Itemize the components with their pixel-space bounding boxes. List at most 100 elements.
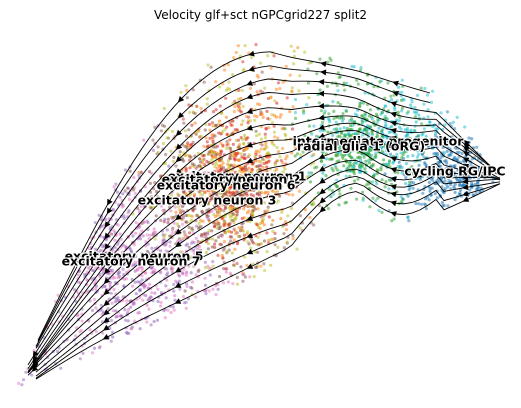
cell-point	[362, 145, 366, 149]
cluster-label: excitatory neuron 6	[157, 178, 296, 193]
cell-point	[417, 163, 421, 167]
cell-point	[360, 138, 364, 142]
cell-point	[289, 186, 293, 190]
cell-point	[182, 198, 186, 202]
cell-point	[327, 118, 332, 122]
cell-point	[225, 125, 229, 129]
cell-point	[427, 180, 431, 184]
cell-point	[219, 243, 224, 247]
streamline	[35, 78, 501, 347]
cell-point	[259, 147, 263, 151]
stream-arrow	[104, 243, 111, 250]
cell-point	[227, 80, 231, 84]
cell-point	[255, 202, 259, 206]
cell-point	[182, 186, 186, 190]
cell-point	[198, 195, 202, 199]
cell-point	[109, 339, 113, 343]
cell-point	[356, 82, 360, 86]
cell-point	[186, 141, 190, 145]
cell-point	[445, 161, 449, 165]
cell-point	[281, 161, 285, 165]
cell-point	[195, 104, 199, 108]
stream-arrow	[103, 317, 110, 324]
cell-point	[368, 125, 372, 129]
cell-point	[273, 231, 277, 235]
cell-point	[234, 153, 238, 157]
cell-point	[121, 256, 126, 261]
cell-point	[299, 179, 303, 183]
cell-point	[389, 130, 393, 134]
cell-point	[278, 87, 282, 91]
cell-point	[390, 219, 394, 223]
cell-point	[138, 327, 142, 331]
cell-point	[187, 103, 191, 107]
cell-point	[174, 164, 178, 168]
cell-point	[271, 218, 275, 222]
cell-point	[229, 239, 233, 243]
cell-point	[224, 206, 228, 210]
cell-point	[331, 169, 335, 173]
cell-point	[243, 191, 247, 195]
cell-point	[211, 264, 215, 268]
cell-point	[298, 226, 302, 230]
cell-point	[271, 229, 275, 233]
cell-point	[208, 128, 212, 132]
cell-point	[377, 209, 381, 213]
cell-point	[352, 165, 356, 169]
cell-point	[217, 131, 221, 135]
cell-point	[229, 230, 234, 234]
cell-point	[293, 97, 298, 102]
cell-point	[126, 308, 131, 312]
cell-point	[97, 346, 101, 350]
cell-point	[242, 156, 246, 161]
cell-point	[231, 119, 235, 123]
stream-arrow	[174, 298, 182, 304]
stream-arrow	[318, 79, 325, 85]
stream-arrow	[390, 200, 397, 207]
cell-point	[152, 319, 156, 324]
cell-point	[341, 112, 345, 116]
cell-point	[419, 169, 423, 173]
cell-point	[263, 268, 267, 273]
cell-point	[178, 211, 183, 215]
cell-point	[233, 229, 237, 233]
cell-point	[90, 253, 94, 257]
cell-point	[428, 120, 432, 124]
cell-point	[142, 138, 146, 142]
cell-point	[125, 299, 129, 303]
cell-point	[243, 171, 247, 175]
cell-point	[269, 263, 273, 267]
cell-point	[442, 191, 446, 195]
cell-point	[79, 328, 83, 332]
cell-point	[162, 309, 166, 313]
cell-point	[348, 151, 352, 155]
cell-point	[20, 383, 24, 387]
cell-point	[336, 141, 340, 145]
cell-point	[109, 318, 114, 323]
cell-point	[180, 176, 184, 180]
cell-point	[263, 136, 268, 140]
cell-point	[185, 153, 189, 157]
cell-point	[184, 271, 189, 275]
cell-point	[93, 287, 98, 291]
stream-arrow	[104, 221, 111, 228]
cell-point	[133, 269, 137, 273]
cell-point	[165, 259, 169, 263]
cell-point	[359, 135, 363, 139]
cluster-label: excitatory neuron 2	[162, 172, 301, 187]
cell-point	[194, 273, 198, 277]
cell-point	[210, 229, 214, 233]
cell-point	[235, 212, 239, 217]
cell-point	[288, 110, 292, 114]
cell-point	[334, 127, 339, 131]
cell-point	[235, 282, 240, 286]
cell-point	[256, 235, 260, 239]
cell-point	[433, 192, 437, 196]
cell-point	[184, 259, 188, 263]
cell-point	[118, 232, 122, 236]
stream-arrow	[462, 164, 470, 170]
cell-point	[195, 173, 199, 177]
cell-point	[276, 150, 281, 154]
cell-point	[256, 207, 260, 211]
cell-point	[275, 159, 279, 163]
